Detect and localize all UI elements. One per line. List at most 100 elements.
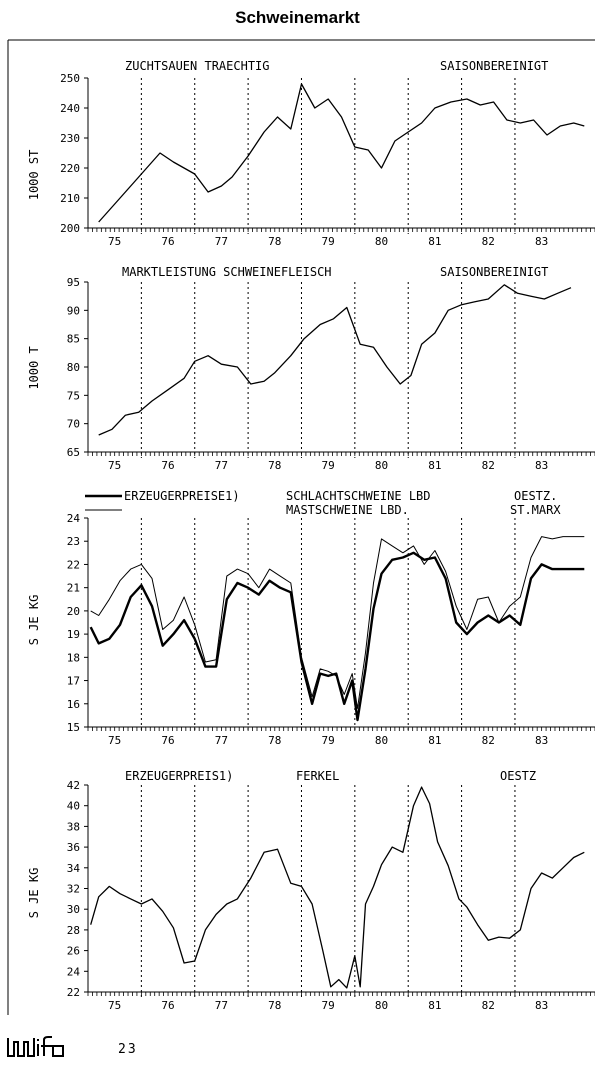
y-tick-label: 38 xyxy=(67,820,80,833)
chart-subtitle: SAISONBEREINIGT xyxy=(440,59,548,73)
x-tick-label: 78 xyxy=(268,459,281,472)
y-tick-label: 18 xyxy=(67,651,80,664)
x-tick-label: 78 xyxy=(268,999,281,1012)
y-tick-label: 30 xyxy=(67,903,80,916)
y-tick-label: 22 xyxy=(67,986,80,999)
page-number: 23 xyxy=(118,1042,138,1057)
x-tick-label: 76 xyxy=(161,459,174,472)
y-tick-label: 28 xyxy=(67,924,80,937)
chart-extra-label: OESTZ xyxy=(500,769,536,783)
y-axis-label: 1000 T xyxy=(27,346,41,389)
x-tick-label: 83 xyxy=(535,999,548,1012)
y-tick-label: 36 xyxy=(67,841,80,854)
y-tick-label: 230 xyxy=(60,132,80,145)
y-tick-label: 250 xyxy=(60,72,80,85)
x-tick-label: 75 xyxy=(108,734,121,747)
x-tick-label: 78 xyxy=(268,235,281,248)
page-title: Schweinemarkt xyxy=(235,8,360,27)
y-tick-label: 22 xyxy=(67,558,80,571)
y-axis-label: S JE KG xyxy=(27,868,41,919)
x-tick-label: 81 xyxy=(428,999,441,1012)
x-tick-label: 81 xyxy=(428,734,441,747)
y-tick-label: 20 xyxy=(67,605,80,618)
y-tick-label: 17 xyxy=(67,675,80,688)
x-tick-label: 82 xyxy=(482,459,495,472)
y-tick-label: 95 xyxy=(67,276,80,289)
chart-panel-3: ERZEUGERPREISE1) SCHLACHTSCHWEINE LBD OE… xyxy=(27,489,595,747)
y-tick-label: 24 xyxy=(67,965,81,978)
series-line-1 xyxy=(89,551,585,722)
y-tick-label: 200 xyxy=(60,222,80,235)
chart-panel-2: MARKTLEISTUNG SCHWEINEFLEISCH SAISONBERE… xyxy=(27,265,595,472)
y-tick-label: 23 xyxy=(67,535,80,548)
x-tick-label: 77 xyxy=(215,459,228,472)
y-tick-label: 40 xyxy=(67,800,80,813)
y-tick-label: 34 xyxy=(67,862,81,875)
legend-label-1: SCHLACHTSCHWEINE LBD xyxy=(286,489,431,503)
y-tick-label: 32 xyxy=(67,883,80,896)
left-frame xyxy=(7,39,595,1015)
y-tick-label: 80 xyxy=(67,361,80,374)
chart-title: ERZEUGERPREIS1) xyxy=(125,769,233,783)
x-tick-label: 78 xyxy=(268,734,281,747)
chart-title: ERZEUGERPREISE1) xyxy=(124,489,240,503)
x-tick-label: 83 xyxy=(535,235,548,248)
chart-title: MARKTLEISTUNG SCHWEINEFLEISCH xyxy=(122,265,332,279)
x-tick-label: 76 xyxy=(161,999,174,1012)
y-tick-label: 210 xyxy=(60,192,80,205)
chart-subtitle: FERKEL xyxy=(296,769,339,783)
x-tick-label: 77 xyxy=(215,235,228,248)
x-tick-label: 80 xyxy=(375,235,388,248)
y-tick-label: 240 xyxy=(60,102,80,115)
y-tick-label: 220 xyxy=(60,162,80,175)
x-tick-label: 83 xyxy=(535,459,548,472)
series-line-1 xyxy=(98,284,572,436)
legend-label-2: MASTSCHWEINE LBD. xyxy=(286,503,409,517)
x-tick-label: 75 xyxy=(108,459,121,472)
x-tick-label: 81 xyxy=(428,459,441,472)
chart-panel-1: ZUCHTSAUEN TRAECHTIG SAISONBEREINIGT 100… xyxy=(27,59,595,248)
x-tick-label: 77 xyxy=(215,999,228,1012)
x-tick-label: 77 xyxy=(215,734,228,747)
y-tick-label: 42 xyxy=(67,779,80,792)
x-tick-label: 83 xyxy=(535,734,548,747)
y-tick-label: 24 xyxy=(67,512,81,525)
y-axis-label: S JE KG xyxy=(27,595,41,646)
y-axis-label: 1000 ST xyxy=(27,150,41,201)
x-tick-label: 81 xyxy=(428,235,441,248)
x-tick-label: 75 xyxy=(108,999,121,1012)
chart-subtitle: SAISONBEREINIGT xyxy=(440,265,548,279)
y-tick-label: 15 xyxy=(67,721,80,734)
x-tick-label: 76 xyxy=(161,734,174,747)
y-tick-label: 75 xyxy=(67,389,80,402)
x-tick-label: 76 xyxy=(161,235,174,248)
y-tick-label: 19 xyxy=(67,628,80,641)
x-tick-label: 80 xyxy=(375,459,388,472)
series-line-2 xyxy=(90,536,585,709)
x-tick-label: 79 xyxy=(322,235,335,248)
x-tick-label: 80 xyxy=(375,999,388,1012)
y-tick-label: 26 xyxy=(67,945,80,958)
x-tick-label: 82 xyxy=(482,999,495,1012)
legend-extra-2: ST.MARX xyxy=(510,503,561,517)
y-tick-label: 16 xyxy=(67,698,80,711)
x-tick-label: 79 xyxy=(322,459,335,472)
y-tick-label: 85 xyxy=(67,333,80,346)
legend-extra-1: OESTZ. xyxy=(514,489,557,503)
series-line-1 xyxy=(90,786,585,989)
series-line-1 xyxy=(98,83,585,223)
x-tick-label: 79 xyxy=(322,999,335,1012)
wifo-logo xyxy=(7,1036,64,1057)
y-tick-label: 21 xyxy=(67,582,80,595)
chart-panel-4: ERZEUGERPREIS1) FERKEL OESTZ S JE KG 22 2… xyxy=(27,769,595,1012)
y-tick-label: 65 xyxy=(67,446,80,459)
x-tick-label: 80 xyxy=(375,734,388,747)
x-tick-label: 79 xyxy=(322,734,335,747)
y-tick-label: 70 xyxy=(67,418,80,431)
x-tick-label: 82 xyxy=(482,235,495,248)
y-tick-label: 90 xyxy=(67,304,80,317)
x-tick-label: 75 xyxy=(108,235,121,248)
x-tick-label: 82 xyxy=(482,734,495,747)
chart-title: ZUCHTSAUEN TRAECHTIG xyxy=(125,59,270,73)
